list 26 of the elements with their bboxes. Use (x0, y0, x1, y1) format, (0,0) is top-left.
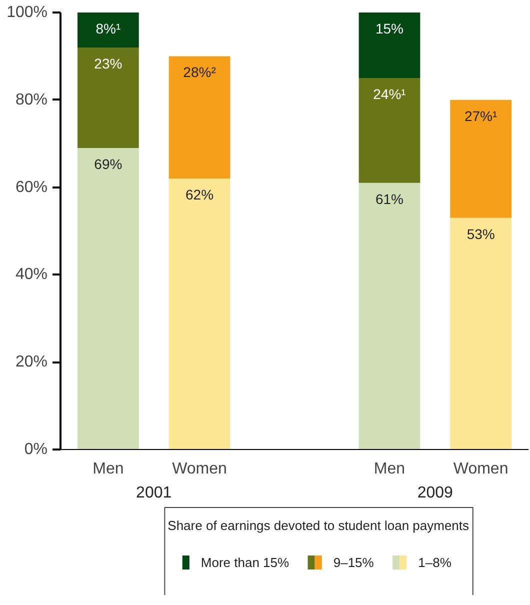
data-label: 8%¹ (96, 20, 121, 36)
data-label: 61% (375, 190, 404, 207)
text: 2009 (417, 484, 454, 502)
data-label: 62% (186, 186, 214, 203)
text: 2001 (136, 484, 172, 502)
y-tick-label: 100% (6, 4, 48, 21)
y-tick-label: 20% (15, 354, 48, 371)
data-label: 53% (466, 226, 495, 242)
y-tick-label: 80% (15, 91, 48, 108)
x-tick-label: Women (172, 460, 227, 478)
data-label: 27%¹ (464, 108, 498, 124)
x-tick-label: Men (374, 460, 406, 478)
y-tick-label: 60% (15, 178, 48, 196)
y-tick-label: 0% (24, 441, 48, 458)
legend-label: More than 15% (200, 555, 290, 570)
legend-title: Share of earnings devoted to student loan payments (168, 518, 470, 533)
x-tick-label: Men (92, 460, 124, 478)
legend-label: 1–8% (418, 555, 452, 570)
legend-label: 9–15% (333, 555, 374, 570)
data-label: 28%² (183, 64, 216, 80)
x-tick-label: Women (453, 460, 508, 478)
data-label: 69% (94, 156, 122, 172)
data-label: 15% (375, 20, 404, 36)
data-label: 23% (94, 55, 122, 72)
y-tick-label: 40% (15, 266, 48, 284)
data-label: 24%¹ (373, 86, 406, 102)
